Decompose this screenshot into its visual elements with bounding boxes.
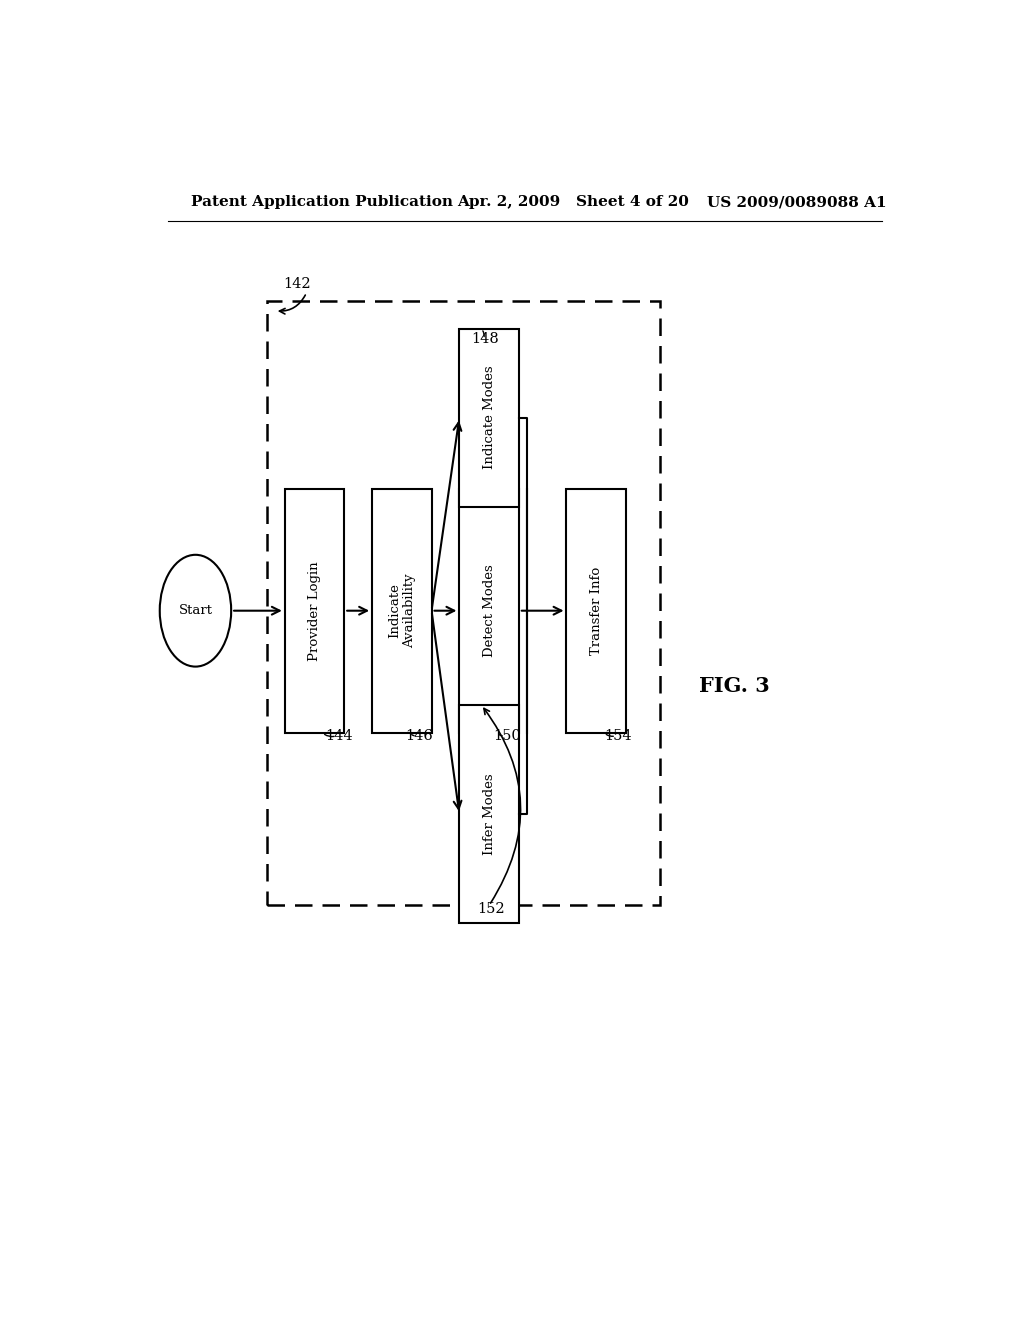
Bar bbox=[285, 488, 344, 733]
Text: 154: 154 bbox=[604, 729, 632, 743]
Bar bbox=[566, 488, 626, 733]
Bar bbox=[267, 301, 659, 906]
Text: Indicate
Availability: Indicate Availability bbox=[388, 573, 416, 648]
Bar bbox=[372, 488, 431, 733]
Text: Indicate Modes: Indicate Modes bbox=[482, 366, 496, 470]
Bar bbox=[460, 329, 519, 507]
Text: 150: 150 bbox=[494, 729, 521, 743]
Text: Provider Login: Provider Login bbox=[308, 561, 321, 660]
Text: 148: 148 bbox=[472, 333, 500, 346]
Text: Detect Modes: Detect Modes bbox=[482, 565, 496, 657]
Text: US 2009/0089088 A1: US 2009/0089088 A1 bbox=[708, 195, 887, 209]
Text: 146: 146 bbox=[404, 729, 433, 743]
Text: 144: 144 bbox=[325, 729, 352, 743]
Text: Transfer Info: Transfer Info bbox=[590, 566, 603, 655]
Text: 142: 142 bbox=[283, 277, 310, 292]
Text: Apr. 2, 2009   Sheet 4 of 20: Apr. 2, 2009 Sheet 4 of 20 bbox=[458, 195, 689, 209]
Text: Infer Modes: Infer Modes bbox=[482, 774, 496, 855]
Text: Start: Start bbox=[178, 605, 212, 618]
Ellipse shape bbox=[160, 554, 231, 667]
Bar bbox=[460, 705, 519, 923]
Text: Patent Application Publication: Patent Application Publication bbox=[191, 195, 454, 209]
Bar bbox=[460, 488, 519, 733]
Text: 152: 152 bbox=[477, 902, 505, 916]
Text: FIG. 3: FIG. 3 bbox=[699, 676, 770, 696]
